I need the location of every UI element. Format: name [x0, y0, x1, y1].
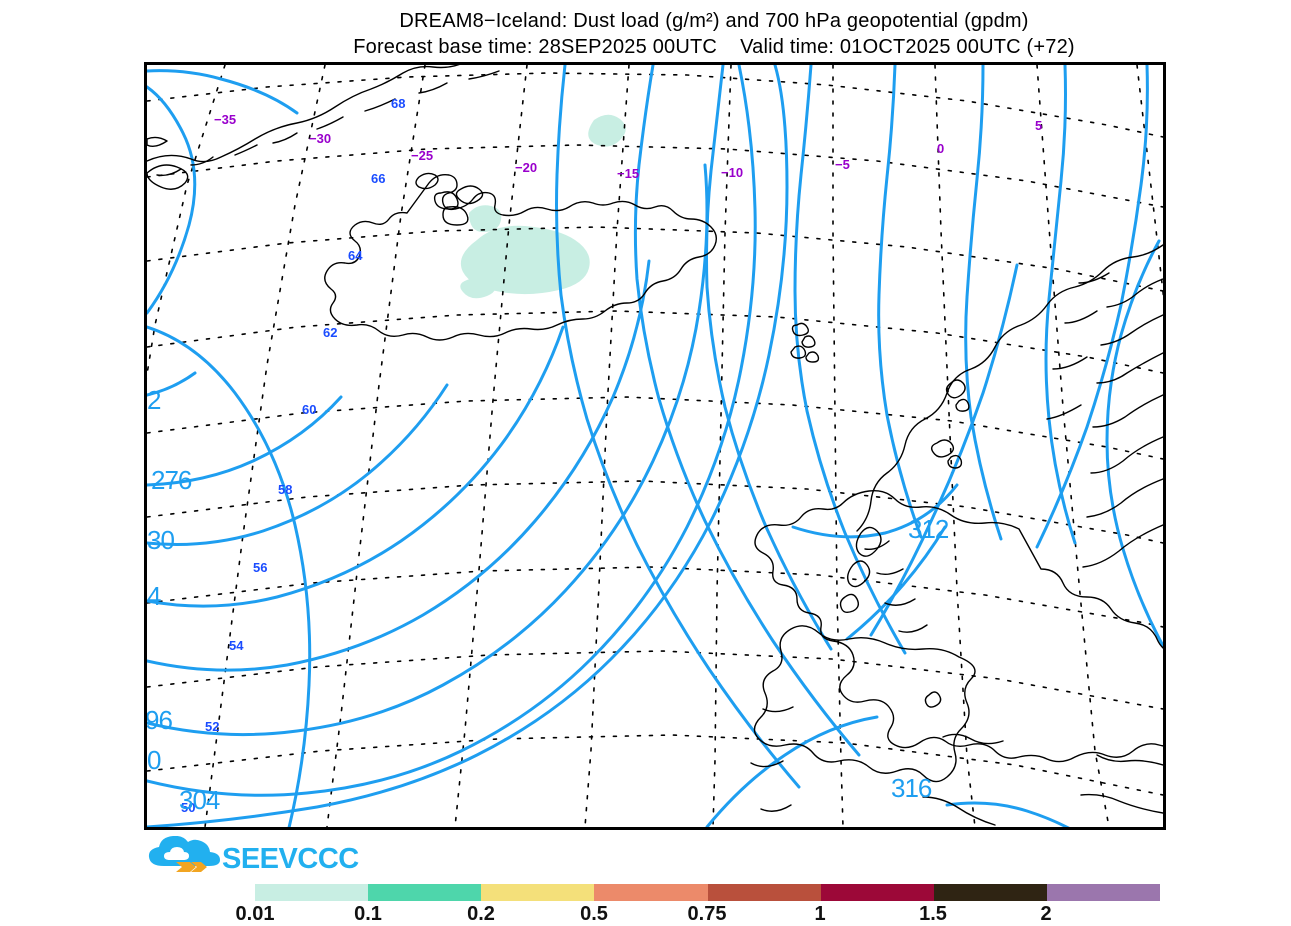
dust-shading-layer: [460, 114, 626, 299]
colorbar-tick-group: 0.01 0.1 0.2 0.5 0.75 1 1.5 2: [236, 903, 1160, 925]
colorbar-tick: 0.75: [687, 903, 727, 925]
colorbar-segment-1: [368, 884, 482, 901]
map-panel[interactable]: −35 −30 −25 −20 −15 −10 −5 0 5 68 66 64 …: [144, 62, 1166, 830]
latitude-label: 52: [205, 719, 220, 734]
latitude-label: 56: [253, 560, 268, 575]
longitude-label: −10: [721, 165, 744, 180]
latitude-label: 50: [181, 800, 196, 815]
geopotential-label: 0: [147, 745, 162, 775]
longitude-label: 5: [1035, 118, 1043, 133]
colorbar-tick: 0.2: [467, 903, 495, 925]
colorbar-segment-5: [820, 884, 934, 901]
colorbar-tick: 1.5: [919, 903, 947, 925]
colorbar-tick: 1: [814, 903, 826, 925]
colorbar-segment-0: [255, 884, 369, 901]
longitude-label: −25: [411, 148, 434, 163]
geopotential-label: 96: [145, 705, 173, 735]
seevccc-logo[interactable]: SEEVCCC: [146, 836, 361, 876]
coastline-layer: [147, 65, 1163, 826]
latitude-label: 54: [229, 638, 244, 653]
longitude-label: 0: [937, 141, 945, 156]
geopotential-label: 4: [147, 581, 162, 611]
latitude-label: 58: [278, 482, 293, 497]
longitude-label: −5: [835, 157, 850, 172]
latitude-label: 62: [323, 325, 338, 340]
colorbar-segment-4: [707, 884, 821, 901]
colorbar[interactable]: 0.01 0.1 0.2 0.5 0.75 1 1.5 2: [236, 884, 1160, 925]
geopotential-label: 316: [891, 773, 932, 803]
graticule-layer: [147, 65, 1163, 827]
geopotential-label: 30: [147, 525, 175, 555]
longitude-label: −35: [214, 112, 237, 127]
latitude-label: 68: [391, 96, 406, 111]
arrow-icon: [176, 862, 207, 872]
latitude-label: 64: [348, 248, 363, 263]
geopotential-label: 2: [147, 385, 162, 415]
longitude-label: −15: [617, 166, 640, 181]
colorbar-tick: 0.1: [354, 903, 382, 925]
colorbar-segment-6: [933, 884, 1047, 901]
map-canvas: [147, 65, 1163, 827]
colorbar-segment-7: [1046, 884, 1160, 901]
page-title: DREAM8−Iceland: Dust load (g/m²) and 700…: [399, 10, 1029, 32]
colorbar-strip[interactable]: [255, 884, 1160, 901]
geopotential-label: 304: [179, 785, 220, 815]
geopotential-label: 276: [151, 465, 192, 495]
latitude-label: 66: [371, 171, 386, 186]
colorbar-segment-3: [594, 884, 708, 901]
longitude-label: −30: [309, 131, 332, 146]
logo-text: SEEVCCC: [222, 843, 359, 875]
latitude-label: 60: [302, 402, 317, 417]
colorbar-tick: 0.01: [235, 903, 275, 925]
cloud-icon: [148, 836, 220, 866]
longitude-label: −20: [515, 160, 538, 175]
geopotential-label: 312: [908, 514, 949, 544]
colorbar-tick: 0.5: [580, 903, 608, 925]
geopotential-contour-layer: [147, 65, 1163, 827]
chart-subtitle: Forecast base time: 28SEP2025 00UTC Vali…: [353, 36, 1075, 58]
chart-title-block: DREAM8−Iceland: Dust load (g/m²) and 700…: [144, 8, 1284, 60]
seevccc-logo-svg: SEEVCCC: [148, 836, 360, 875]
colorbar-tick: 2: [1040, 903, 1052, 925]
colorbar-segment-2: [481, 884, 595, 901]
